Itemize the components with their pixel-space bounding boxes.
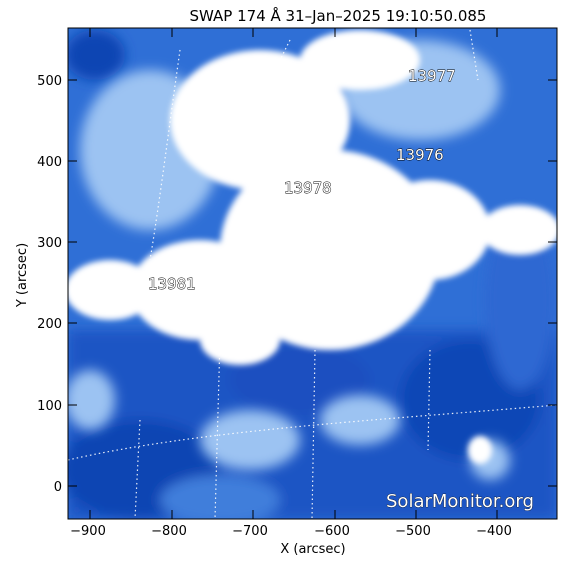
region-label-13977: 13977 <box>408 67 456 85</box>
x-axis <box>89 28 498 519</box>
y-tick-label: 100 <box>37 399 62 414</box>
y-tick-label: 300 <box>37 236 62 251</box>
solar-image <box>68 28 557 519</box>
region-label-13976: 13976 <box>396 146 444 164</box>
x-tick-label: −800 <box>151 524 187 539</box>
active-region-labels: 13977 13976 13978 13981 <box>148 67 457 294</box>
x-tick-label: −900 <box>70 524 106 539</box>
x-tick-label: −700 <box>232 524 268 539</box>
watermark: SolarMonitor.org <box>386 491 534 512</box>
y-axis-label: Y (arcsec) <box>15 243 30 308</box>
image-title: SWAP 174 Å 31–Jan–2025 19:10:50.085 <box>190 6 487 25</box>
plot-frame <box>67 27 558 520</box>
x-axis-label: X (arcsec) <box>280 542 345 557</box>
y-axis <box>68 79 557 487</box>
x-tick-label: −600 <box>314 524 350 539</box>
region-label-13981: 13981 <box>148 275 196 293</box>
y-tick-label: 400 <box>37 155 62 170</box>
y-tick-label: 0 <box>54 480 62 495</box>
region-label-13978: 13978 <box>284 179 332 197</box>
y-tick-label: 500 <box>37 74 62 89</box>
x-tick-label: −500 <box>395 524 431 539</box>
y-tick-label: 200 <box>37 317 62 332</box>
x-tick-label: −400 <box>476 524 512 539</box>
